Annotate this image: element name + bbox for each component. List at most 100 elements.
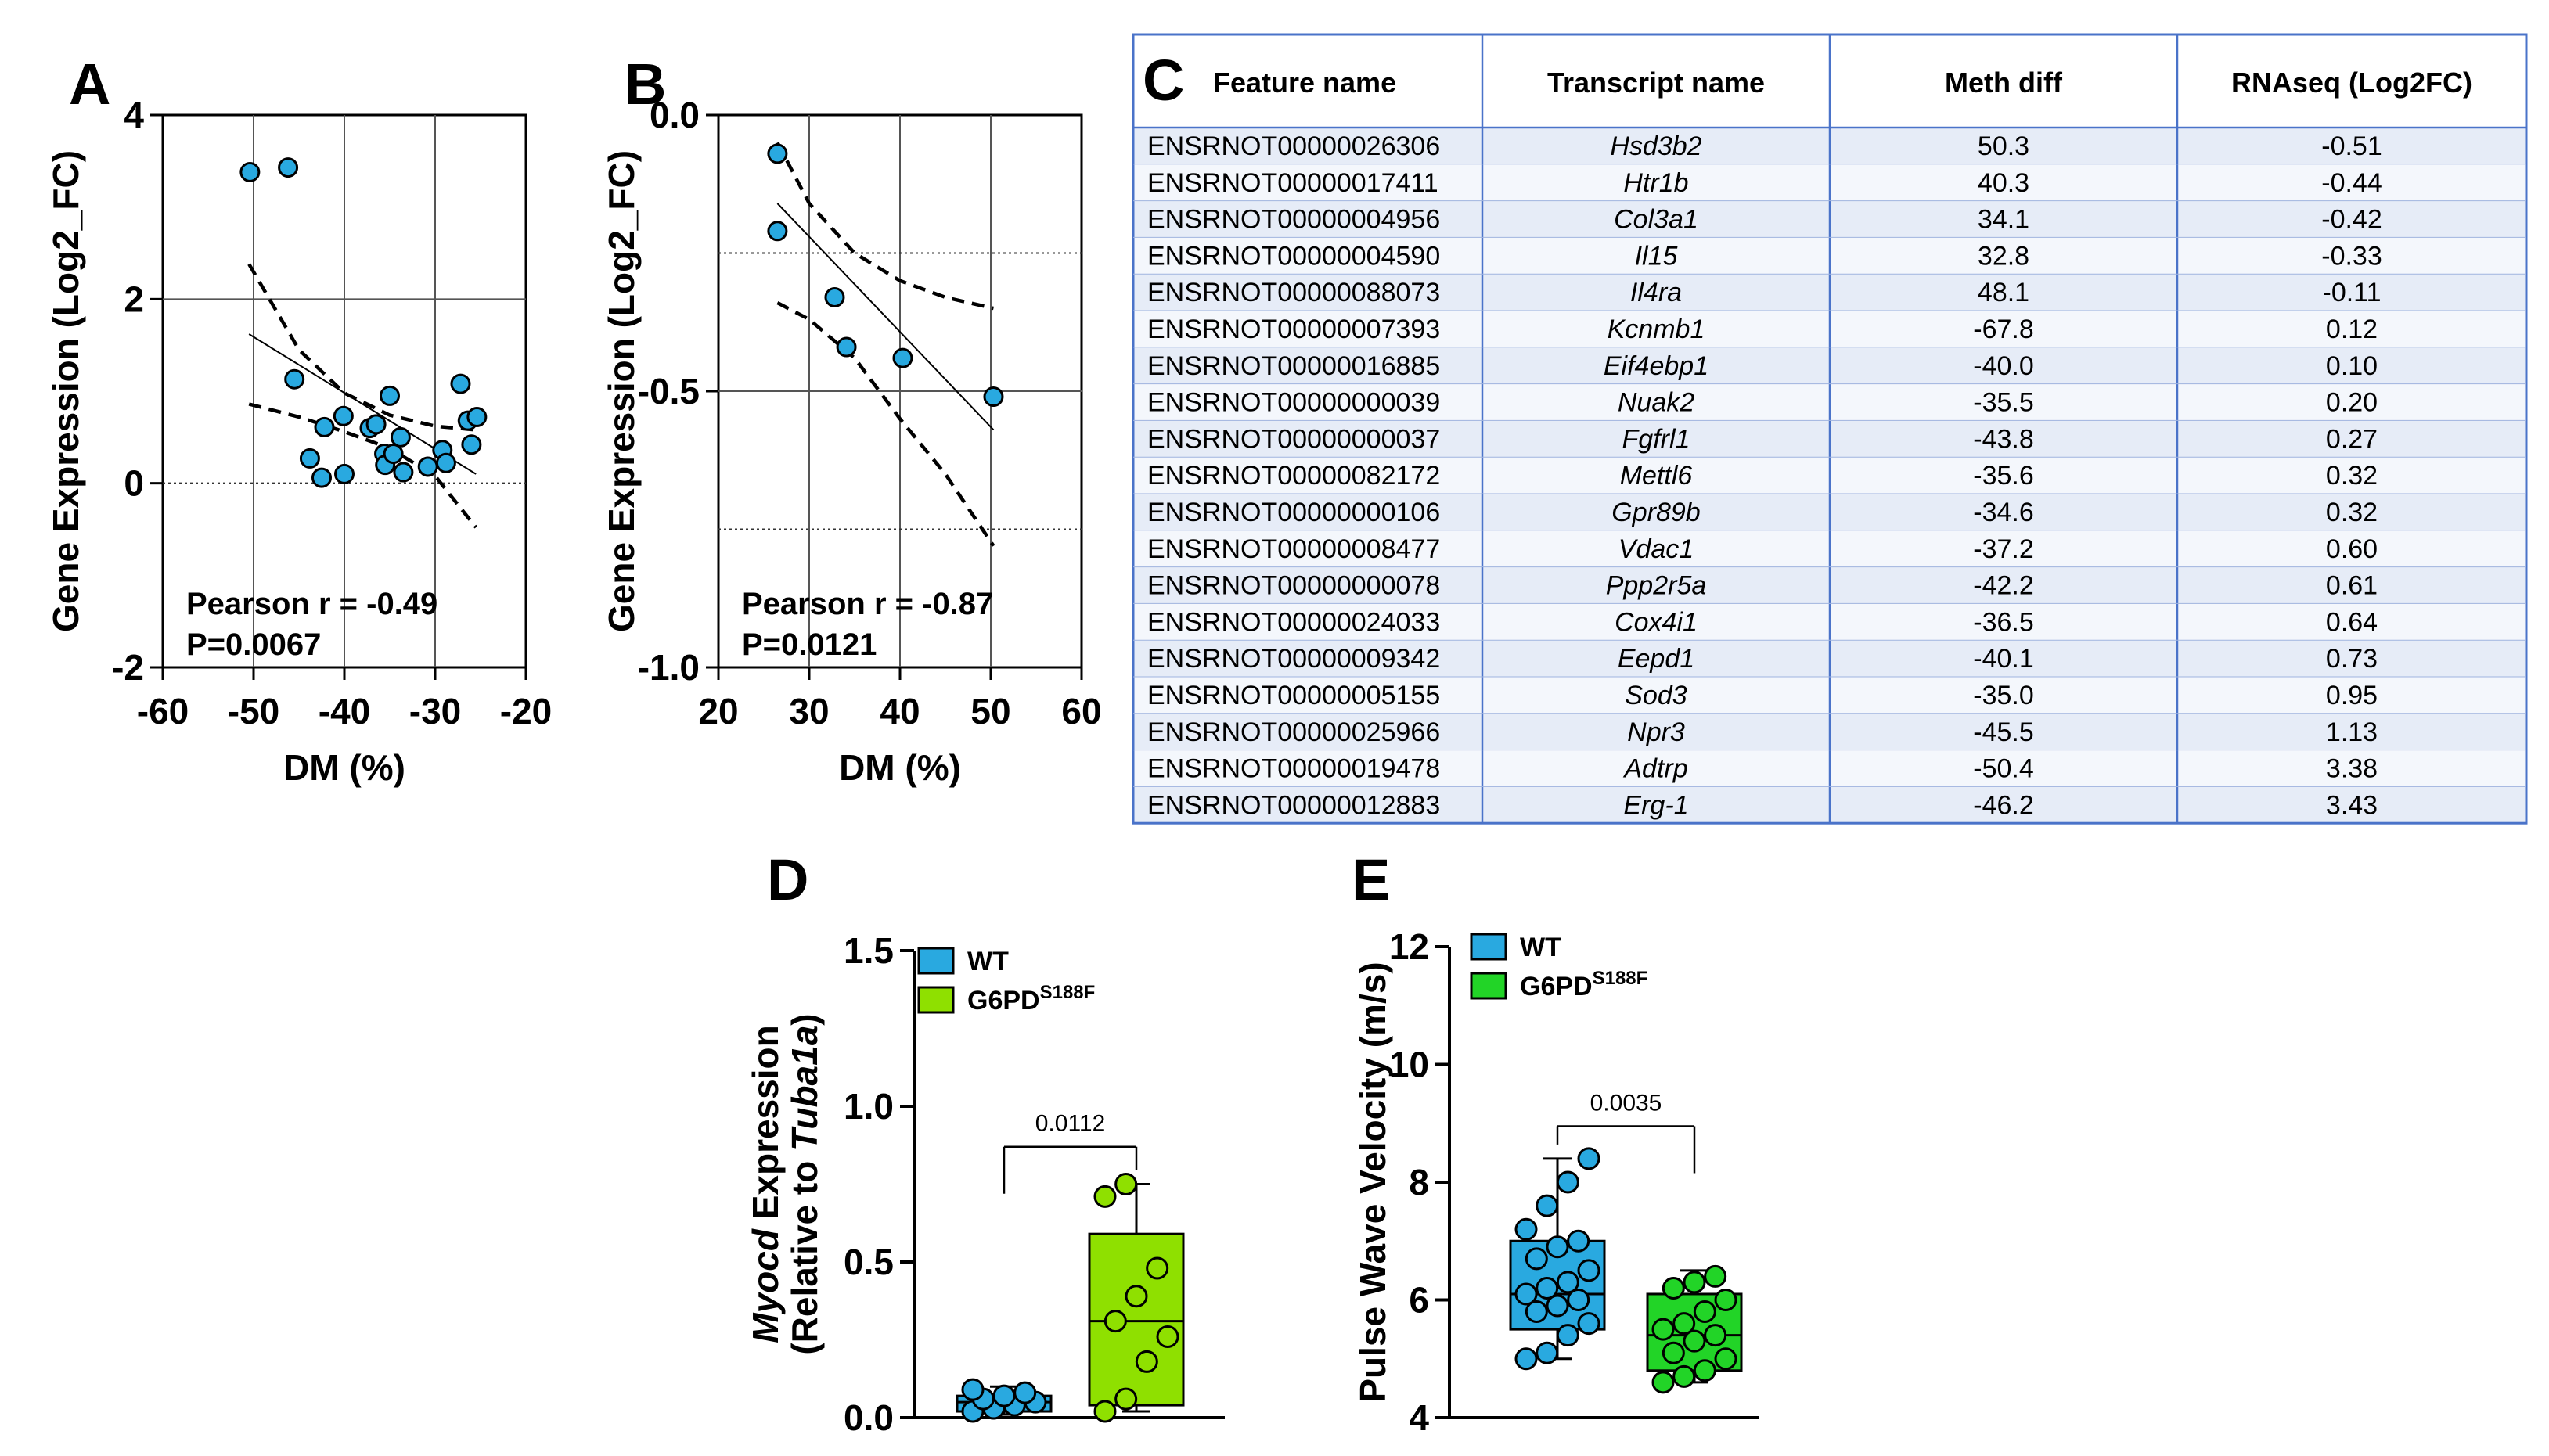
data-point	[1704, 1324, 1727, 1347]
table-cell-feature: ENSRNOT00000082172	[1147, 461, 1440, 491]
ci-lower-band	[248, 402, 477, 529]
y-tick-label: 0.0	[650, 95, 700, 135]
table-cell-meth-diff: -35.5	[1973, 388, 2034, 418]
table-cell-meth-diff: 34.1	[1978, 205, 2029, 235]
data-point	[278, 157, 299, 178]
ci-lower-band	[776, 301, 995, 547]
data-point	[961, 1378, 985, 1401]
data-point	[383, 444, 404, 465]
table-cell-rnaseq: -0.33	[2321, 241, 2382, 271]
data-point	[1672, 1312, 1696, 1336]
data-point	[1651, 1318, 1675, 1341]
table-cell-meth-diff: -46.2	[1973, 790, 2034, 820]
p-value-annotation: P=0.0067	[186, 627, 321, 662]
legend-label: G6PDS188F	[967, 982, 1095, 1016]
y-axis-title: Gene Expression (Log2_FC)	[45, 150, 86, 632]
data-point	[1651, 1371, 1675, 1394]
data-point	[1577, 1312, 1600, 1336]
data-point	[365, 414, 387, 435]
data-point	[1514, 1347, 1538, 1371]
x-tick-label: 40	[880, 691, 920, 732]
table-cell-rnaseq: -0.11	[2323, 278, 2382, 307]
data-point	[1556, 1170, 1579, 1194]
y-tick-label: 0.5	[844, 1242, 894, 1282]
table-cell-rnaseq: 0.27	[2326, 424, 2378, 454]
table-cell-feature: ENSRNOT00000026306	[1147, 131, 1440, 161]
table-cell-rnaseq: 0.60	[2326, 534, 2378, 564]
data-point	[1683, 1329, 1706, 1353]
y-tick-label: 8	[1409, 1162, 1429, 1203]
x-axis-title: DM (%)	[839, 747, 961, 788]
data-point	[1093, 1400, 1117, 1423]
data-point	[1114, 1387, 1138, 1411]
data-point	[417, 456, 438, 477]
table-cell-transcript: Il15	[1635, 241, 1678, 271]
table-cell-transcript: Adtrp	[1622, 754, 1687, 784]
panel-letter: E	[1352, 847, 1390, 912]
data-point	[1693, 1359, 1716, 1382]
data-point	[1135, 1350, 1158, 1373]
data-point	[1536, 1276, 1559, 1300]
table-cell-feature: ENSRNOT00000005155	[1147, 681, 1440, 710]
data-point	[1514, 1282, 1538, 1306]
data-point	[380, 385, 400, 406]
table-cell-feature: ENSRNOT00000000078	[1147, 571, 1440, 601]
table-cell-meth-diff: -40.0	[1973, 351, 2034, 381]
box-iqr	[1088, 1232, 1185, 1407]
table-cell-transcript: Htr1b	[1623, 168, 1688, 198]
data-point	[466, 406, 488, 427]
table-cell-meth-diff: 32.8	[1978, 241, 2029, 271]
data-point	[1672, 1364, 1696, 1388]
data-point	[239, 161, 261, 182]
y-tick-label: 6	[1409, 1280, 1429, 1321]
panel-letter: C	[1143, 48, 1184, 113]
table-cell-feature: ENSRNOT00000017411	[1147, 168, 1438, 198]
table-cell-rnaseq: 0.61	[2326, 571, 2378, 601]
table-cell-rnaseq: -0.42	[2321, 205, 2382, 235]
table-cell-feature: ENSRNOT00000019478	[1147, 754, 1440, 784]
table-cell-transcript: Kcnmb1	[1608, 315, 1705, 344]
x-tick-label: -60	[137, 691, 189, 732]
legend-label-main: WT	[967, 947, 1009, 976]
table-cell-feature: ENSRNOT00000012883	[1147, 790, 1440, 820]
panel-letter: D	[767, 847, 808, 912]
table-cell-transcript: Gpr89b	[1611, 498, 1700, 527]
table-header-cell: RNAseq (Log2FC)	[2231, 67, 2472, 99]
panel-letter: B	[625, 52, 666, 117]
data-point	[1546, 1235, 1569, 1259]
y-tick-label: -0.5	[638, 371, 700, 412]
legend-swatch	[917, 947, 955, 975]
data-point	[1567, 1289, 1590, 1311]
panel-b-scatter: B 20 30 40 50 60 -1.0 -0.5 0.0 DM (%) Gene Express…	[601, 52, 1102, 788]
data-point	[1525, 1247, 1548, 1271]
data-point	[1556, 1271, 1579, 1294]
data-point	[1556, 1324, 1579, 1347]
data-point	[767, 143, 788, 164]
data-point	[824, 286, 845, 307]
table-cell-transcript: Fgfrl1	[1622, 424, 1690, 454]
panel-d-boxplot: D 0.0 0.5 1.0 1.5 Myocd Expression(Relative t…	[745, 847, 1225, 1438]
data-point	[390, 426, 411, 448]
table-cell-transcript: Vdac1	[1618, 534, 1694, 564]
table-cell-rnaseq: -0.44	[2321, 168, 2382, 198]
table-cell-transcript: Mettl6	[1620, 461, 1693, 491]
table-cell-meth-diff: -42.2	[1973, 571, 2034, 601]
table-cell-meth-diff: -67.8	[1973, 315, 2034, 344]
table-cell-rnaseq: 0.32	[2326, 461, 2378, 491]
table-cell-feature: ENSRNOT00000004956	[1147, 205, 1440, 235]
y-tick-label: 0	[124, 463, 144, 504]
data-point	[1146, 1256, 1169, 1280]
data-point	[311, 467, 332, 488]
table-cell-meth-diff: 50.3	[1978, 131, 2029, 161]
data-point	[284, 368, 305, 390]
table-header-cell: Transcript name	[1547, 67, 1765, 99]
table-cell-meth-diff: -43.8	[1973, 424, 2034, 454]
legend-swatch	[1470, 972, 1507, 1000]
table-header-cell: Feature name	[1213, 67, 1396, 99]
legend-label-main: G6PD	[1520, 972, 1593, 1001]
legend-swatch	[1470, 933, 1507, 961]
data-point	[393, 462, 414, 483]
data-point	[1683, 1271, 1706, 1294]
x-tick-label: 50	[970, 691, 1010, 732]
